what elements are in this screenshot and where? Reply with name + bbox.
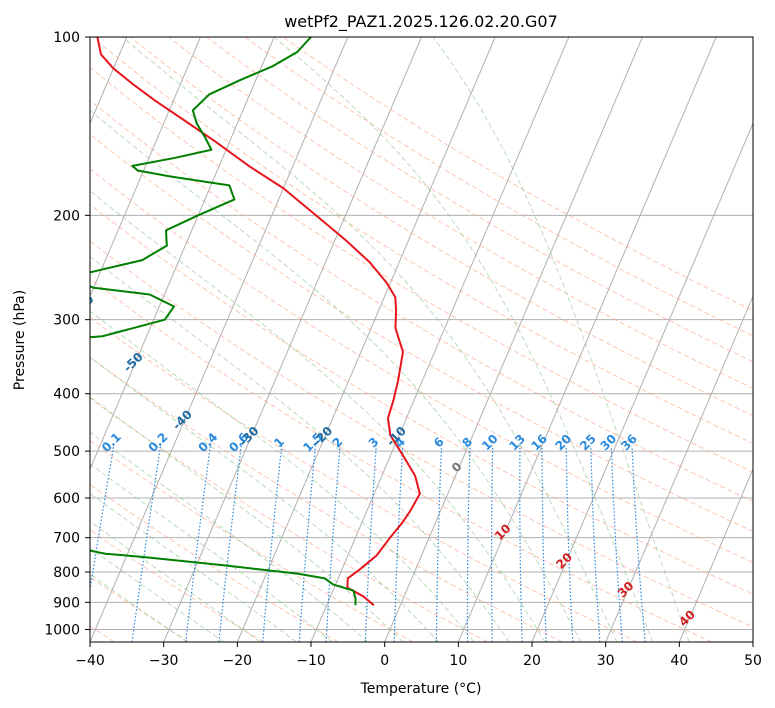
x-tick-label: 20 bbox=[523, 653, 541, 669]
axis-layer: −40 −30 −20 −10 0 10 20 30 40 50 100 200 300 400 500 60… bbox=[44, 30, 762, 669]
dewpoint-curve bbox=[90, 37, 357, 606]
y-tick-label: 1000 bbox=[44, 622, 80, 638]
moist-adiabat bbox=[90, 463, 333, 642]
dry-adiabat bbox=[90, 278, 712, 642]
x-tick-label: 30 bbox=[597, 653, 615, 669]
dry-adiabat bbox=[206, 37, 753, 363]
dry-adiabat bbox=[90, 99, 753, 502]
moist-adiabat bbox=[432, 37, 690, 642]
x-tick-label: 40 bbox=[670, 653, 688, 669]
moist-adiabat bbox=[90, 431, 368, 642]
moist-adiabat bbox=[90, 310, 475, 642]
x-tick-label: 50 bbox=[744, 653, 762, 669]
mixing-ratio-line bbox=[325, 445, 341, 642]
moist-adiabat bbox=[90, 255, 510, 642]
x-axis-label: Temperature (°C) bbox=[360, 681, 482, 697]
moist-adiabat bbox=[90, 356, 439, 642]
plot-background bbox=[90, 37, 753, 642]
mixing-ratio-line bbox=[131, 445, 162, 642]
dry-adiabat bbox=[90, 203, 753, 595]
mixing-ratio-line bbox=[185, 445, 212, 642]
y-tick-label: 100 bbox=[53, 30, 80, 46]
isotherm-gridline bbox=[163, 37, 422, 642]
moist-adiabat bbox=[90, 547, 225, 642]
x-tick-label: −30 bbox=[149, 653, 179, 669]
y-axis-label: Pressure (hPa) bbox=[12, 290, 28, 390]
y-tick-label: 300 bbox=[53, 313, 80, 329]
mixing-ratio-line bbox=[541, 445, 547, 642]
mixing-ratio-line bbox=[262, 445, 283, 642]
isotherm-gridline bbox=[457, 37, 717, 642]
mixing-ratio-line bbox=[490, 445, 494, 642]
mixing-ratio-line bbox=[631, 445, 646, 642]
y-tick-label: 600 bbox=[53, 491, 80, 507]
temperature-label: -60 bbox=[71, 292, 96, 317]
mixing-ratio-line bbox=[590, 445, 601, 642]
chart-title: wetPf2_PAZ1.2025.126.02.20.G07 bbox=[284, 12, 558, 32]
plot-frame bbox=[89, 36, 754, 643]
dry-adiabat bbox=[90, 133, 753, 533]
mixing-ratio-line bbox=[364, 445, 377, 642]
x-tick-label: −10 bbox=[296, 653, 326, 669]
mixing-ratio-line bbox=[435, 445, 443, 642]
dry-adiabat bbox=[90, 168, 753, 563]
isotherm-gridline bbox=[531, 122, 753, 642]
isotherm-gridline bbox=[236, 37, 496, 642]
mixing-ratio-line bbox=[90, 445, 115, 594]
isotherm-gridline bbox=[90, 37, 201, 298]
y-tick-label: 900 bbox=[53, 595, 80, 611]
x-tick-label: −40 bbox=[75, 653, 105, 669]
temperature-curve bbox=[96, 37, 421, 606]
mixing-ratio-line bbox=[519, 445, 523, 642]
mixing-ratio-line bbox=[298, 445, 316, 642]
mixing-ratio-line bbox=[393, 445, 404, 642]
isotherm-gridline bbox=[678, 467, 753, 642]
grid-layer bbox=[90, 37, 753, 642]
isotherm-gridline bbox=[605, 295, 753, 642]
mixing-ratio-line bbox=[466, 445, 471, 642]
dry-adiabat bbox=[90, 483, 339, 642]
moist-adiabat bbox=[273, 37, 654, 642]
mixing-ratio-line bbox=[610, 445, 623, 642]
moist-adiabat bbox=[90, 190, 546, 642]
y-tick-label: 400 bbox=[53, 387, 80, 403]
x-tick-label: −20 bbox=[223, 653, 253, 669]
x-tick-label: 0 bbox=[380, 653, 389, 669]
y-tick-label: 800 bbox=[53, 565, 80, 581]
isotherm-gridline bbox=[384, 37, 643, 642]
isotherm-gridline bbox=[90, 37, 349, 642]
dry-adiabat bbox=[244, 37, 753, 337]
dry-adiabat bbox=[90, 529, 264, 642]
isotherm-gridline bbox=[90, 37, 275, 471]
data-layer bbox=[90, 37, 421, 606]
y-tick-label: 500 bbox=[53, 444, 80, 460]
mixing-ratio-line bbox=[565, 445, 574, 642]
mixing-ratio-line bbox=[218, 445, 242, 642]
moist-adiabat bbox=[90, 573, 188, 642]
y-tick-label: 700 bbox=[53, 531, 80, 547]
moist-adiabat bbox=[90, 520, 261, 642]
dry-adiabat bbox=[90, 66, 753, 473]
dry-adiabat bbox=[90, 240, 753, 628]
dry-adiabat bbox=[130, 37, 753, 417]
x-tick-label: 10 bbox=[449, 653, 467, 669]
y-tick-label: 200 bbox=[53, 208, 80, 224]
